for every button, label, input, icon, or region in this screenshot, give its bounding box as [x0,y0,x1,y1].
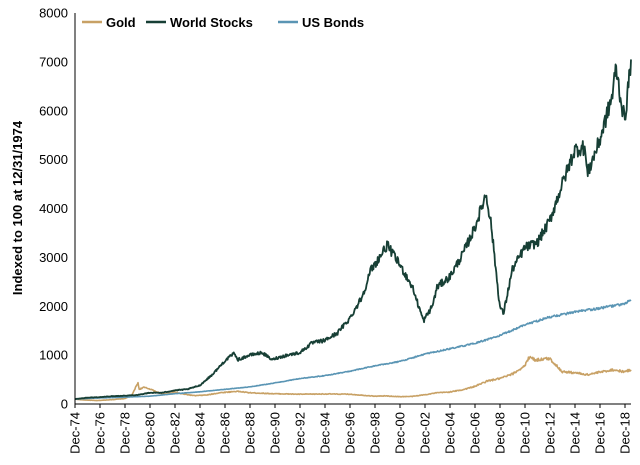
x-tick-label: Dec-00 [393,412,408,454]
x-tick-label: Dec-76 [93,412,108,454]
y-tick-label: 6000 [39,103,68,118]
x-tick-label: Dec-82 [168,412,183,454]
legend-label-world-stocks: World Stocks [170,15,253,30]
legend-label-gold: Gold [106,15,136,30]
series-lines [74,59,632,402]
series-line-us-bonds [74,299,632,400]
x-tick-label: Dec-84 [193,412,208,454]
x-tick-label: Dec-92 [293,412,308,454]
x-tick-label: Dec-12 [543,412,558,454]
y-axis-ticks: 0 1000 2000 3000 4000 5000 6000 7000 8000 [39,6,68,412]
legend-label-us-bonds: US Bonds [302,15,364,30]
x-tick-label: Dec-10 [518,412,533,454]
y-axis-title: Indexed to 100 at 12/31/1974 [10,120,25,295]
x-tick-label: Dec-14 [568,412,583,454]
x-tick-label: Dec-18 [618,412,633,454]
x-axis-ticks: Dec-74 Dec-76 Dec-78 Dec-80 Dec-82 Dec-84 Dec-… [68,404,633,454]
x-tick-label: Dec-78 [118,412,133,454]
y-tick-label: 1000 [39,348,68,363]
y-tick-label: 5000 [39,152,68,167]
y-tick-label: 7000 [39,54,68,69]
x-tick-label: Dec-86 [218,412,233,454]
x-tick-label: Dec-90 [268,412,283,454]
legend: Gold World Stocks US Bonds [82,15,364,30]
x-tick-label: Dec-98 [368,412,383,454]
x-tick-label: Dec-04 [443,412,458,454]
y-tick-label: 3000 [39,250,68,265]
x-tick-label: Dec-16 [593,412,608,454]
x-tick-label: Dec-88 [243,412,258,454]
x-tick-label: Dec-02 [418,412,433,454]
x-tick-label: Dec-06 [468,412,483,454]
y-tick-label: 2000 [39,299,68,314]
y-tick-label: 8000 [39,6,68,21]
series-line-world-stocks [74,59,632,400]
series-line-gold [74,355,632,402]
y-tick-label: 4000 [39,201,68,216]
x-tick-label: Dec-74 [68,412,83,454]
x-tick-label: Dec-08 [493,412,508,454]
x-tick-label: Dec-94 [318,412,333,454]
x-tick-label: Dec-80 [143,412,158,454]
x-tick-label: Dec-96 [343,412,358,454]
y-tick-label: 0 [61,397,68,412]
